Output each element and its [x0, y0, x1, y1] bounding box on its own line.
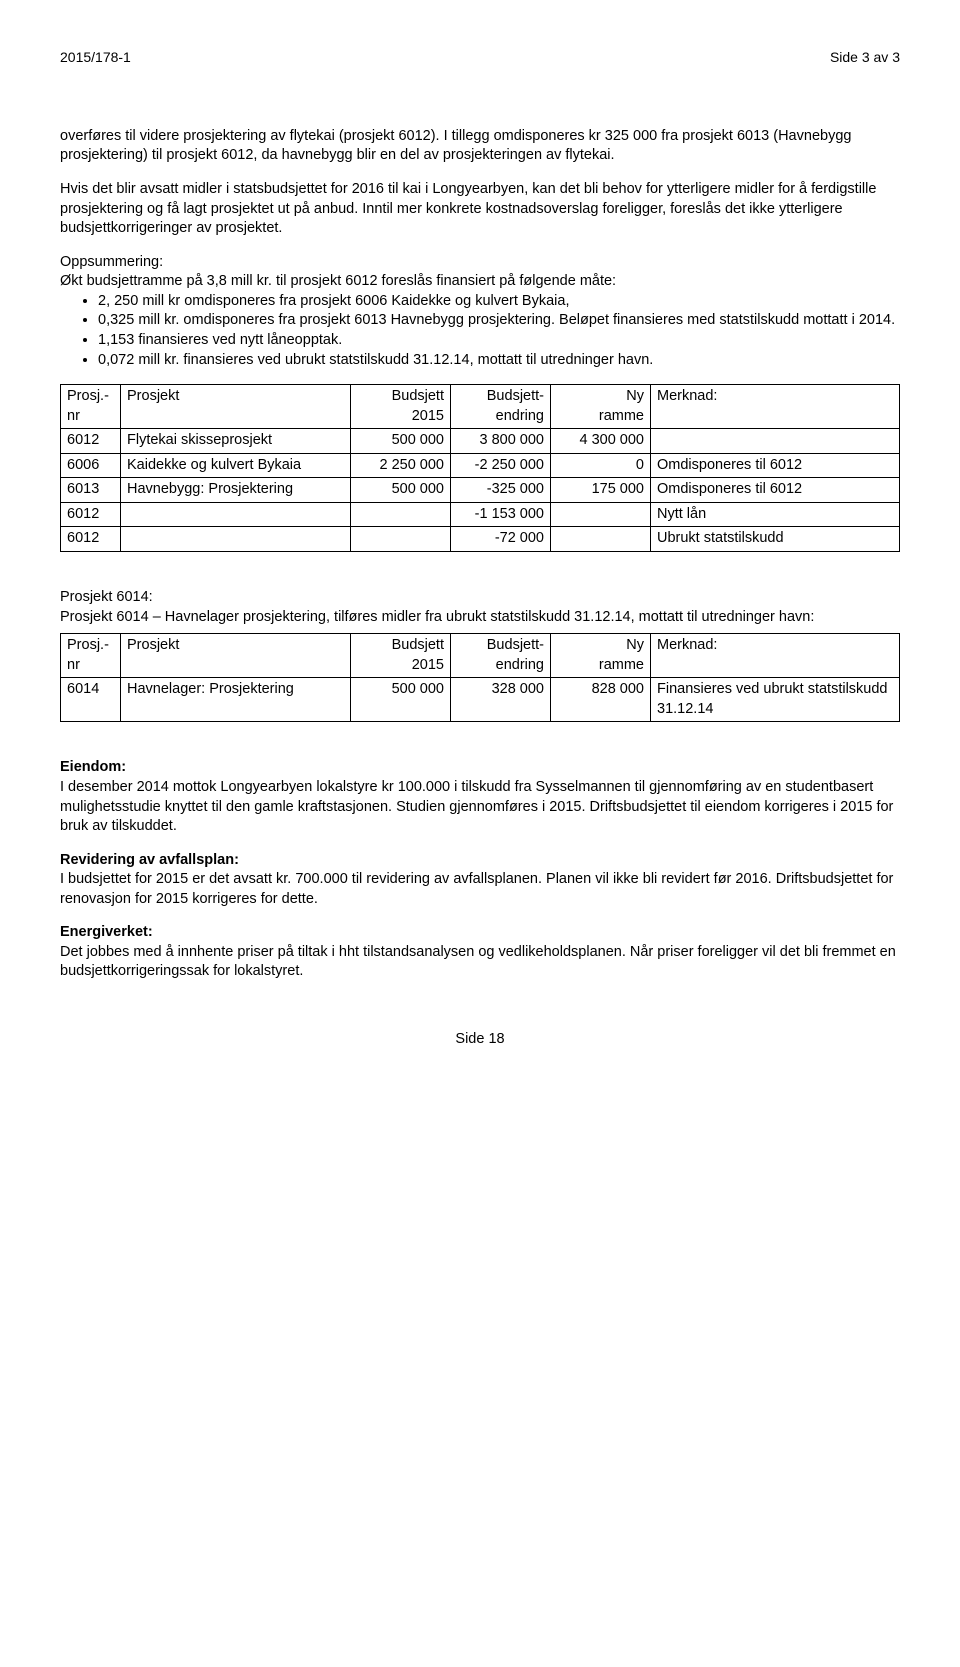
col-prosjekt: Prosjekt [121, 385, 351, 429]
avfall-text: I budsjettet for 2015 er det avsatt kr. … [60, 871, 893, 907]
col-budsjett: Budsjett2015 [351, 634, 451, 678]
avfall-label: Revidering av avfallsplan: [60, 852, 239, 868]
col-merknad: Merknad: [651, 385, 900, 429]
eiendom-text: I desember 2014 mottok Longyearbyen loka… [60, 779, 893, 834]
table-row: 6006 Kaidekke og kulvert Bykaia 2 250 00… [61, 453, 900, 478]
col-ramme: Nyramme [551, 634, 651, 678]
prosjekt-6014-label: Prosjekt 6014: [60, 589, 153, 605]
header-left: 2015/178-1 [60, 48, 131, 67]
table-row: 6012 -72 000 Ubrukt statstilskudd [61, 527, 900, 552]
list-item: 0,325 mill kr. omdisponeres fra prosjekt… [98, 311, 900, 331]
energi-text: Det jobbes med å innhente priser på tilt… [60, 944, 896, 980]
table-row: 6012 Flytekai skisseprosjekt 500 000 3 8… [61, 429, 900, 454]
prosjekt-6014-text: Prosjekt 6014 – Havnelager prosjektering… [60, 609, 814, 625]
table-row: 6014 Havnelager: Prosjektering 500 000 3… [61, 678, 900, 722]
eiendom-block: Eiendom: I desember 2014 mottok Longyear… [60, 758, 900, 836]
budget-table-2: Prosj.-nr Prosjekt Budsjett2015 Budsjett… [60, 633, 900, 722]
energi-label: Energiverket: [60, 924, 153, 940]
col-ramme: Nyramme [551, 385, 651, 429]
col-prosjekt: Prosjekt [121, 634, 351, 678]
eiendom-label: Eiendom: [60, 759, 126, 775]
energi-block: Energiverket: Det jobbes med å innhente … [60, 923, 900, 982]
table-header-row: Prosj.-nr Prosjekt Budsjett2015 Budsjett… [61, 634, 900, 678]
budget-table-1: Prosj.-nr Prosjekt Budsjett2015 Budsjett… [60, 384, 900, 552]
col-prosjnr: Prosj.-nr [61, 385, 121, 429]
table-row: 6012 -1 153 000 Nytt lån [61, 502, 900, 527]
page-footer: Side 18 [60, 1030, 900, 1050]
col-prosjnr: Prosj.-nr [61, 634, 121, 678]
col-endring: Budsjett-endring [451, 385, 551, 429]
avfall-block: Revidering av avfallsplan: I budsjettet … [60, 851, 900, 910]
header-right: Side 3 av 3 [830, 48, 900, 67]
prosjekt-6014-block: Prosjekt 6014: Prosjekt 6014 – Havnelage… [60, 588, 900, 627]
list-item: 0,072 mill kr. finansieres ved ubrukt st… [98, 351, 900, 371]
col-endring: Budsjett-endring [451, 634, 551, 678]
col-merknad: Merknad: [651, 634, 900, 678]
page-header: 2015/178-1 Side 3 av 3 [60, 48, 900, 67]
paragraph-2: Hvis det blir avsatt midler i statsbudsj… [60, 180, 900, 239]
oppsummering-block: Oppsummering: Økt budsjettramme på 3,8 m… [60, 253, 900, 292]
oppsummering-label: Oppsummering: [60, 254, 163, 270]
table-row: 6013 Havnebygg: Prosjektering 500 000 -3… [61, 478, 900, 503]
oppsummering-text: Økt budsjettramme på 3,8 mill kr. til pr… [60, 273, 616, 289]
list-item: 2, 250 mill kr omdisponeres fra prosjekt… [98, 292, 900, 312]
list-item: 1,153 finansieres ved nytt låneopptak. [98, 331, 900, 351]
bullet-list: 2, 250 mill kr omdisponeres fra prosjekt… [60, 292, 900, 370]
table-header-row: Prosj.-nr Prosjekt Budsjett2015 Budsjett… [61, 385, 900, 429]
paragraph-1: overføres til videre prosjektering av fl… [60, 127, 900, 166]
col-budsjett: Budsjett2015 [351, 385, 451, 429]
